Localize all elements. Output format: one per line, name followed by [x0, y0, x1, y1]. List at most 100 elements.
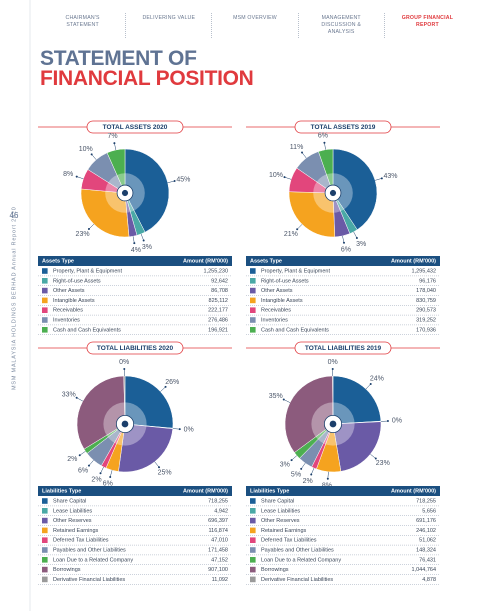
leader-dot [99, 472, 102, 475]
row-amount: 718,255 [416, 498, 436, 504]
nav-item[interactable]: CHAIRMAN'S STATEMENT [65, 15, 100, 28]
leader-line [140, 233, 144, 241]
leader-dot [282, 398, 285, 401]
nav-item[interactable]: DELIVERING VALUE [125, 13, 211, 38]
pct-label: 33% [62, 391, 76, 398]
legend-swatch [42, 268, 48, 274]
pct-label: 45% [176, 176, 190, 183]
table-header-cell: Assets Type [250, 258, 282, 264]
leader-line [311, 467, 315, 475]
legend-swatch [42, 547, 48, 553]
table-header-cell: Amount (RM'000) [183, 258, 228, 264]
pct-label: 3% [142, 244, 152, 251]
leader-dot [173, 180, 176, 183]
pie-slice [76, 375, 126, 450]
row-amount: 1,044,764 [412, 567, 436, 573]
table-header-cell: Liabilities Type [250, 488, 289, 494]
leader-dot [158, 466, 161, 469]
leader-line [100, 466, 104, 474]
row-amount: 47,010 [211, 538, 228, 544]
leader-line [300, 463, 306, 470]
pct-label: 5% [291, 471, 301, 478]
pct-label: 21% [284, 231, 298, 238]
legend-swatch [250, 307, 256, 313]
leader-line [283, 399, 291, 403]
table-header [246, 256, 440, 266]
nav-bar: CHAIRMAN'S STATEMENT DELIVERING VALUE MSM … [40, 13, 470, 38]
row-amount: 96,176 [419, 278, 436, 284]
leader-dot [178, 428, 181, 431]
legend-swatch [42, 576, 48, 583]
row-name: Property, Plant & Equipment [53, 268, 122, 274]
pct-label: 3% [280, 462, 290, 469]
pct-label: 23% [376, 460, 390, 467]
row-name: Inventories [53, 317, 80, 323]
pct-label: 0% [184, 427, 194, 434]
pct-label: 35% [269, 393, 283, 400]
legend-swatch [250, 566, 256, 573]
pct-label: 25% [158, 470, 172, 477]
leader-dot [300, 467, 303, 470]
legend-swatch [250, 297, 256, 304]
pct-label: 2% [91, 476, 101, 483]
row-name: Lease Liabilities [261, 508, 300, 514]
page-title: STATEMENT OF [40, 47, 197, 70]
row-name: Deferred Tax Liabilities [53, 538, 109, 544]
row-amount: 4,942 [214, 508, 228, 514]
pct-label: 6% [341, 246, 351, 253]
legend-swatch [250, 268, 256, 274]
leader-dot [310, 473, 313, 476]
leader-dot [113, 142, 116, 145]
row-amount: 170,936 [416, 327, 436, 333]
pct-label: 26% [165, 379, 179, 386]
row-amount: 319,252 [416, 317, 436, 323]
row-name: Property, Plant & Equipment [261, 268, 330, 274]
row-amount: 290,573 [416, 308, 436, 314]
pie-dot [121, 420, 129, 428]
nav-item[interactable]: MSM OVERVIEW [211, 13, 297, 38]
legend-swatch [42, 287, 48, 294]
row-amount: 51,062 [419, 538, 436, 544]
leader-dot [326, 477, 329, 480]
leader-dot [323, 141, 326, 144]
row-name: Borrowings [53, 567, 81, 573]
leader-line [109, 470, 113, 478]
legend-swatch [250, 327, 256, 333]
pct-label: 7% [107, 133, 117, 140]
legend-swatch [42, 527, 48, 534]
row-amount: 148,324 [416, 547, 436, 553]
row-amount: 196,921 [208, 327, 228, 333]
leader-line [370, 453, 376, 459]
panel-title: TOTAL LIABILITIES 2020 [97, 345, 174, 352]
legend-swatch [42, 327, 48, 333]
leader-line [88, 223, 95, 230]
nav-item[interactable]: MANAGEMENT DISCUSSION & ANALYSIS [297, 13, 384, 38]
leader-dot [355, 237, 358, 240]
leader-dot [87, 228, 90, 231]
row-name: Share Capital [261, 498, 294, 504]
pct-label: 6% [318, 133, 328, 140]
pie-dot [329, 420, 337, 428]
row-amount: 47,152 [211, 557, 228, 563]
legend-swatch [42, 498, 48, 504]
pie-slice [288, 191, 336, 238]
leader-line [353, 231, 358, 239]
legend-swatch [250, 498, 256, 504]
pct-label: 6% [78, 468, 88, 475]
row-amount: 1,295,432 [412, 268, 436, 274]
leader-line [79, 451, 86, 456]
row-name: Other Assets [53, 288, 85, 294]
row-amount: 5,656 [422, 508, 436, 514]
row-name: Borrowings [261, 567, 289, 573]
table-header-cell: Amount (RM'000) [183, 488, 228, 494]
leader-dot [75, 175, 78, 178]
row-name: Other Assets [261, 288, 293, 294]
pie-slice [332, 375, 382, 425]
legend-swatch [250, 287, 256, 294]
panel-title: TOTAL ASSETS 2020 [103, 124, 168, 131]
nav-item[interactable]: GROUP FINANCIAL REPORT [383, 13, 470, 38]
row-amount: 92,642 [211, 278, 228, 284]
leader-dot [290, 459, 293, 462]
row-amount: 11,092 [212, 577, 228, 583]
